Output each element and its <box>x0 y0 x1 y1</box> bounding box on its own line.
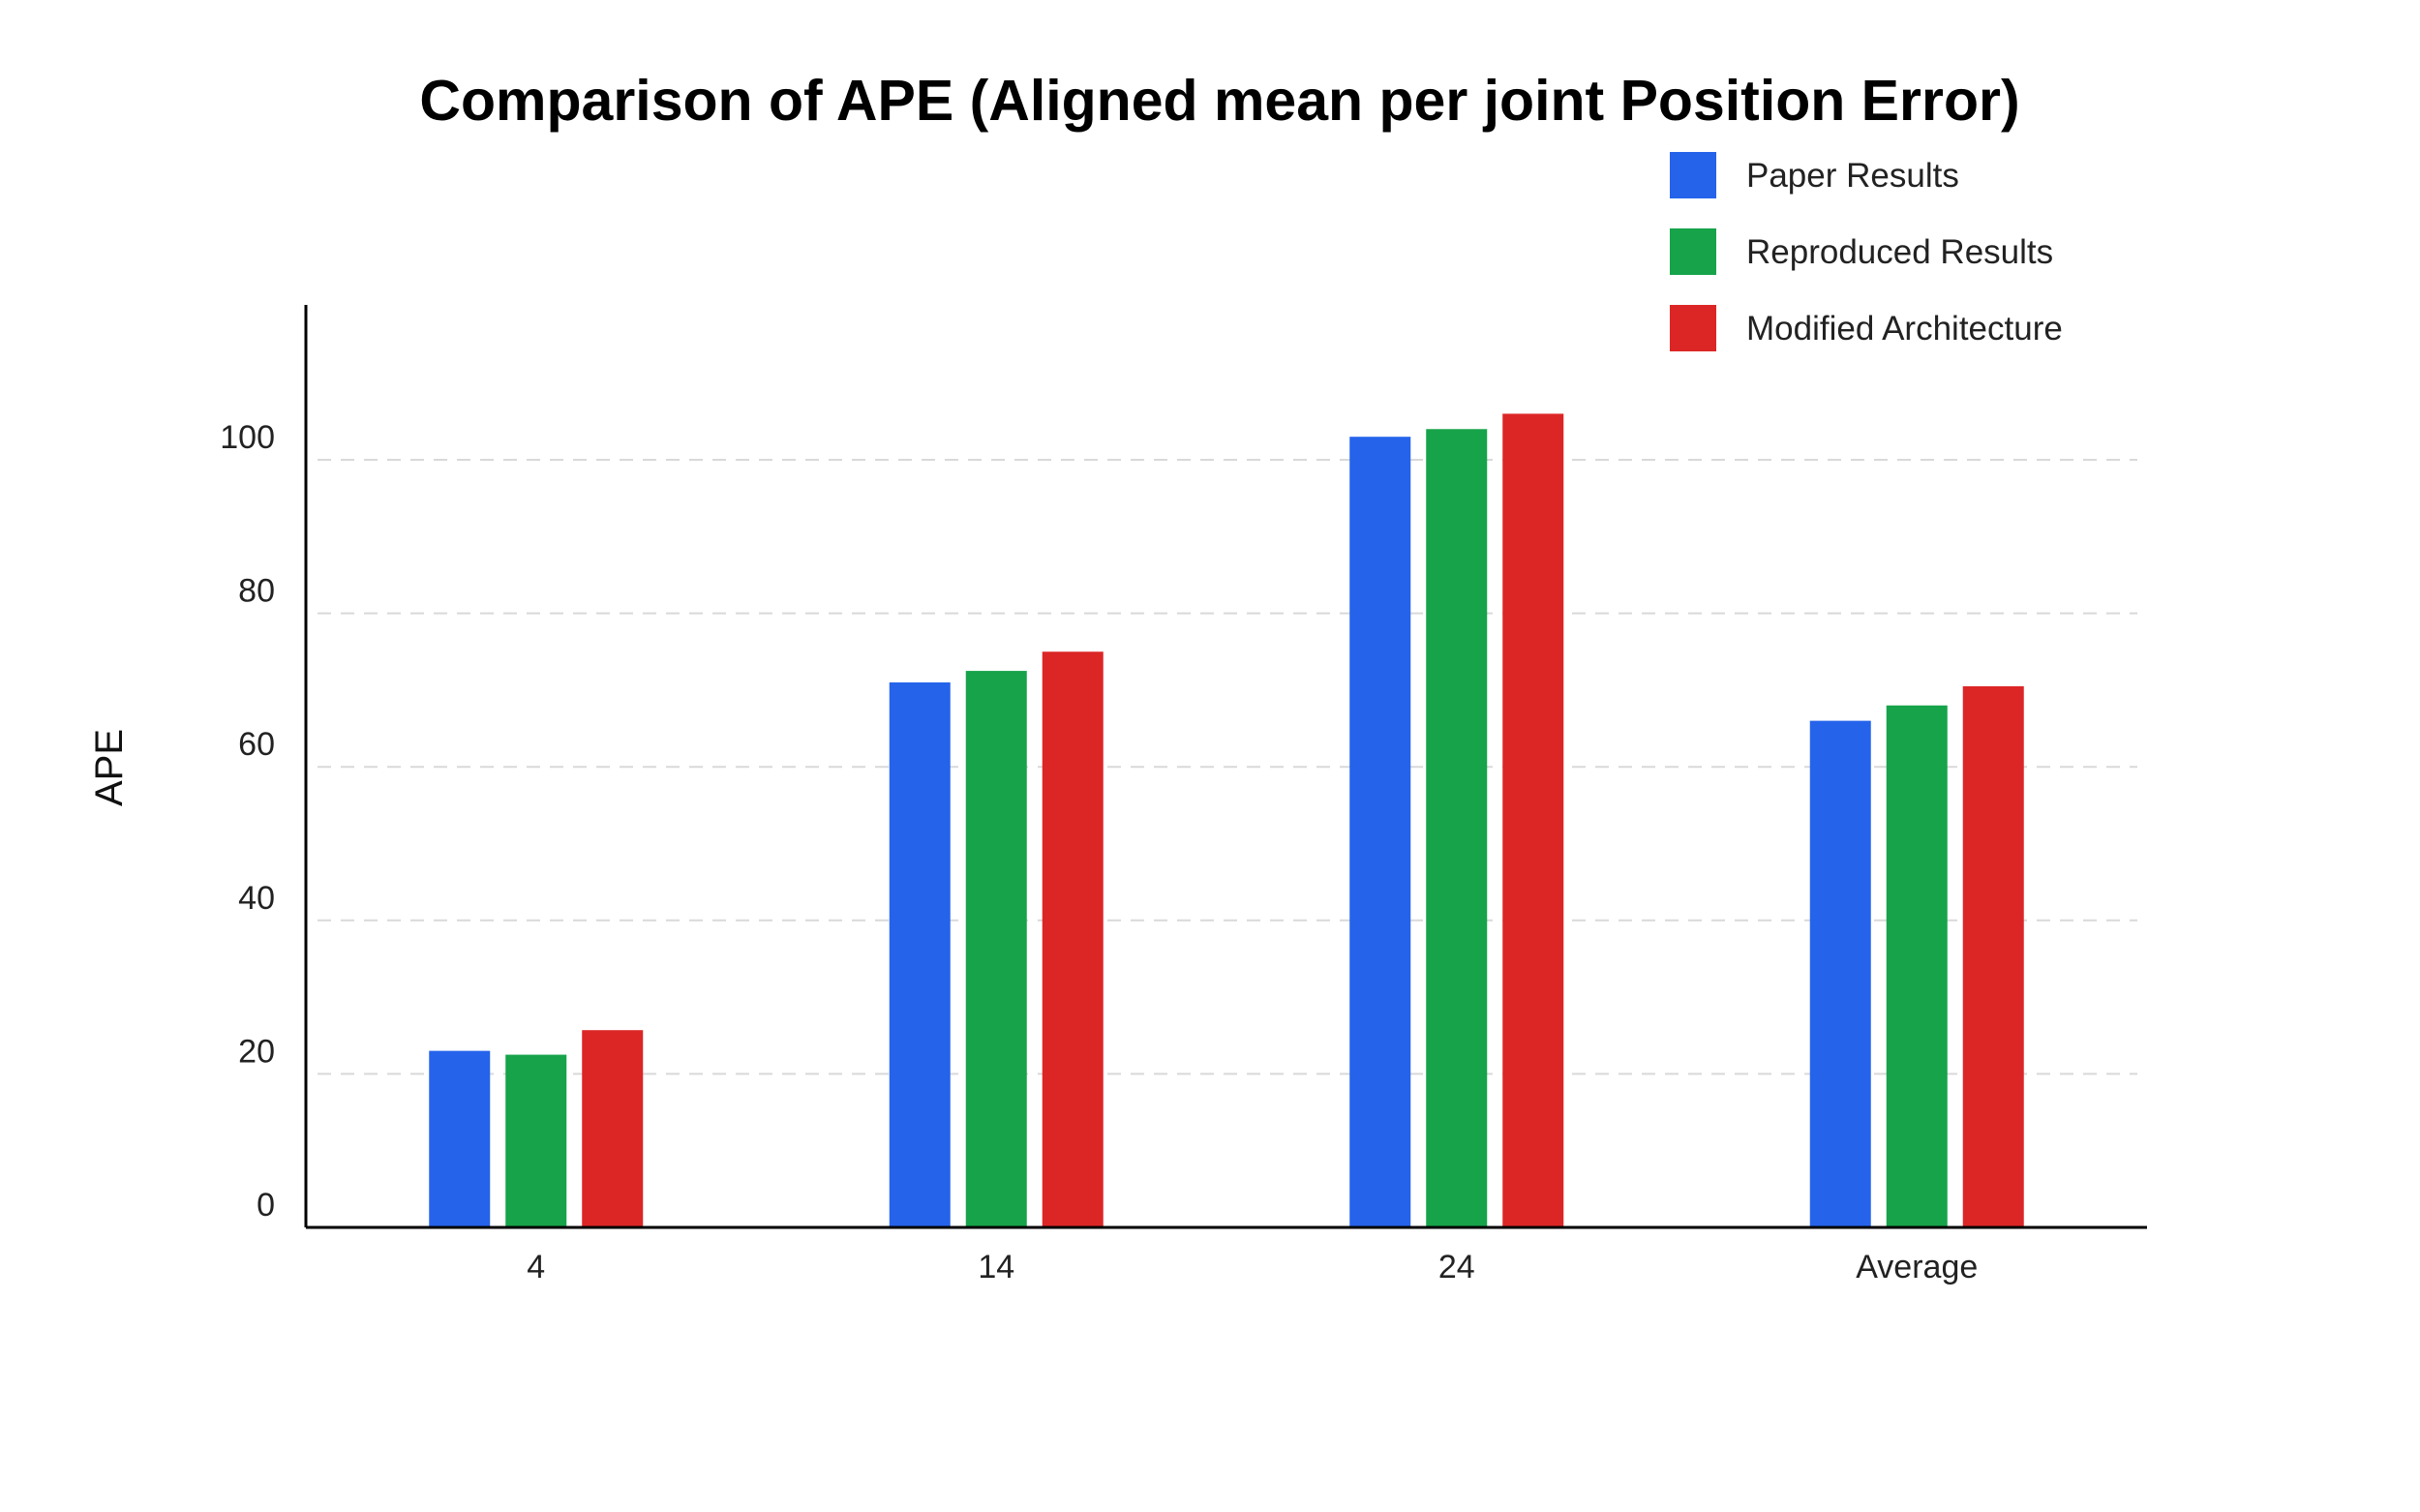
bar <box>1886 705 1948 1227</box>
x-tick-labels: 4 14 24 Average <box>527 1249 1978 1285</box>
y-tick-label: 0 <box>257 1187 275 1224</box>
legend-swatch <box>1670 152 1716 198</box>
y-tick-label: 20 <box>238 1033 275 1070</box>
bar <box>582 1030 644 1227</box>
bar <box>1349 437 1411 1228</box>
bar <box>505 1054 567 1227</box>
legend-label: Reproduced Results <box>1746 233 2053 271</box>
y-tick-labels: 0 20 40 60 80 100 <box>220 419 275 1224</box>
y-tick-label: 40 <box>238 880 275 917</box>
y-tick-label: 100 <box>220 419 275 456</box>
legend: Paper Results Reproduced Results Modified … <box>1670 152 2063 351</box>
bar <box>1502 413 1564 1227</box>
legend-label: Modified Architecture <box>1746 310 2063 348</box>
axes <box>304 305 2147 1229</box>
legend-swatch <box>1670 228 1716 275</box>
x-tick-label: 4 <box>527 1249 545 1285</box>
bar <box>889 681 951 1227</box>
x-tick-label: 24 <box>1438 1249 1475 1285</box>
y-axis-label: APE <box>88 729 131 806</box>
bars <box>429 413 2024 1228</box>
legend-swatch <box>1670 305 1716 351</box>
bar <box>1962 685 2024 1227</box>
legend-label: Paper Results <box>1746 157 1959 195</box>
y-tick-label: 80 <box>238 573 275 610</box>
x-tick-label: Average <box>1856 1249 1978 1285</box>
chart-title: Comparison of APE (Aligned mean per join… <box>419 69 2019 133</box>
y-tick-label: 60 <box>238 726 275 763</box>
bar <box>429 1050 491 1227</box>
bar <box>1809 720 1871 1227</box>
bar <box>1426 429 1488 1227</box>
x-tick-label: 14 <box>978 1249 1014 1285</box>
bar <box>965 671 1027 1227</box>
bar <box>1042 651 1104 1227</box>
